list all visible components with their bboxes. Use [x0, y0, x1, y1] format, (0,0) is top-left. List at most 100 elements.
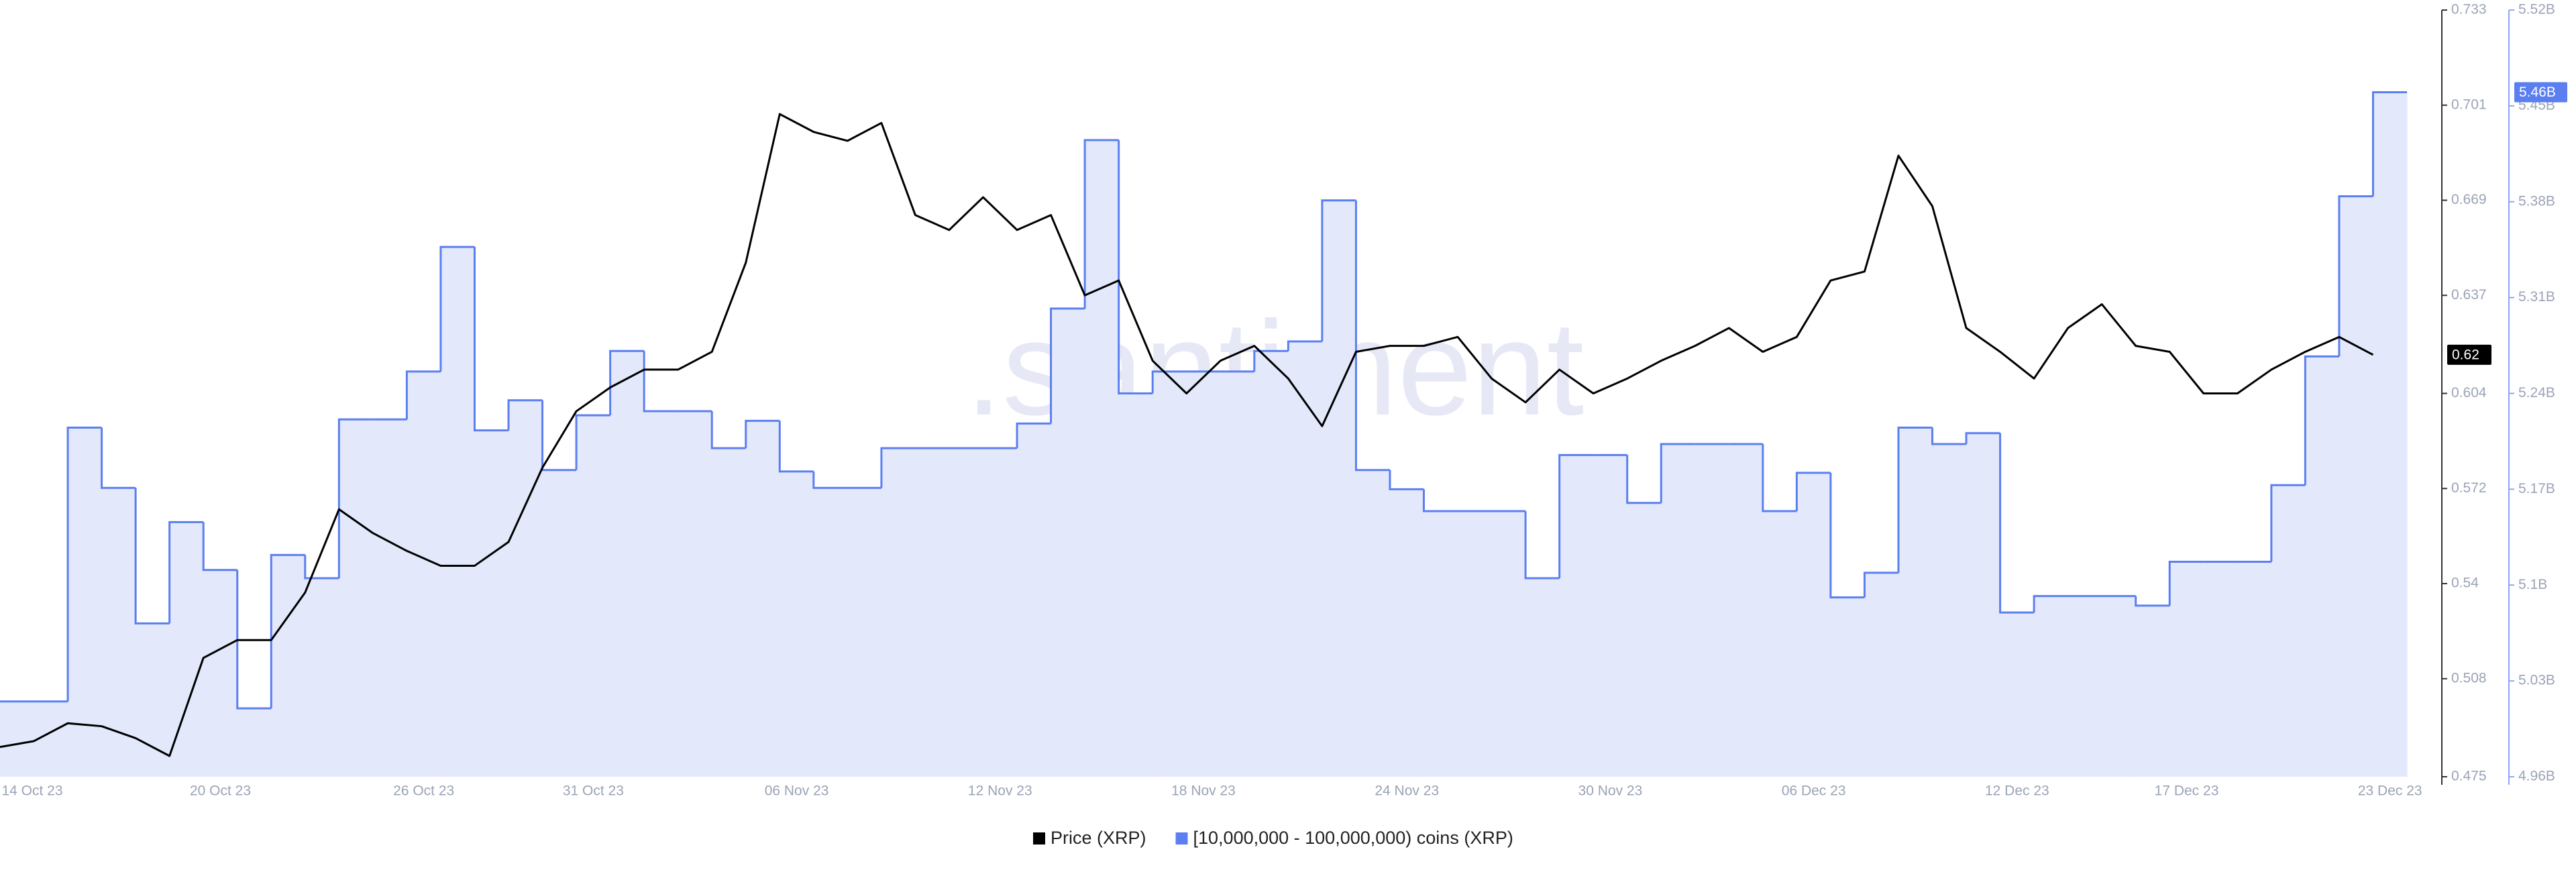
- area-step: [610, 351, 645, 777]
- area-step: [542, 470, 577, 777]
- y-tick-label: 0.637: [2451, 287, 2487, 303]
- step-line: [2135, 596, 2170, 607]
- y-tick-label: 0.733: [2451, 2, 2487, 17]
- area-step: [1118, 393, 1153, 777]
- y-tick-label: 0.572: [2451, 480, 2487, 496]
- area-step: [644, 411, 679, 777]
- area-step: [2271, 485, 2306, 777]
- legend-swatch: [1175, 832, 1188, 844]
- step-line: [1151, 370, 1187, 394]
- step-line: [236, 569, 272, 710]
- x-tick-label: 26 Oct 23: [393, 783, 454, 799]
- area-step: [203, 569, 238, 777]
- step-line: [2168, 561, 2204, 606]
- step-line: [507, 399, 543, 431]
- step-line: [1897, 427, 1933, 573]
- end-badge: 0.62: [2447, 344, 2491, 365]
- step-line: [2338, 195, 2373, 357]
- area-step: [508, 400, 543, 777]
- step-line: [1422, 489, 1458, 512]
- x-tick-label: 23 Dec 23: [2358, 783, 2422, 799]
- step-line: [1321, 199, 1356, 341]
- area-step: [576, 415, 611, 777]
- area-step: [712, 448, 747, 777]
- area-step: [1288, 341, 1323, 777]
- area-step: [915, 448, 950, 777]
- x-tick-label: 06 Nov 23: [765, 783, 829, 799]
- end-badge-label: 0.62: [2452, 347, 2479, 362]
- area-step: [440, 247, 475, 777]
- end-badge-label: 5.46B: [2519, 85, 2556, 100]
- step-line: [609, 349, 645, 416]
- legend-label: Price (XRP): [1051, 828, 1146, 848]
- area-step: [169, 522, 204, 777]
- step-line: [778, 421, 814, 473]
- area-step: [474, 430, 509, 777]
- y-tick-label: 0.508: [2451, 670, 2487, 686]
- price-line: [0, 113, 2374, 757]
- area-step: [1559, 455, 1594, 777]
- step-line: [1999, 433, 2035, 614]
- step-line: [575, 414, 610, 470]
- step-line: [1558, 453, 1594, 579]
- area-step: [745, 421, 780, 777]
- area-step: [780, 471, 814, 777]
- x-tick-label: 18 Nov 23: [1171, 783, 1236, 799]
- area-step: [1186, 371, 1221, 777]
- step-line: [304, 555, 339, 580]
- area-step: [1491, 511, 1526, 777]
- y-tick-label: 0.669: [2451, 192, 2487, 207]
- step-line: [1660, 443, 1695, 503]
- area-step: [1729, 444, 1764, 777]
- area-step: [1525, 578, 1560, 777]
- area-step: [1322, 200, 1356, 777]
- area-step: [68, 427, 103, 777]
- area-step: [881, 448, 916, 777]
- area-step: [2000, 612, 2035, 777]
- area-step: [1017, 423, 1052, 777]
- x-tick-label: 24 Nov 23: [1375, 783, 1439, 799]
- end-badge-bg: [2514, 82, 2567, 103]
- step-line: [1965, 432, 2000, 445]
- area-step: [1458, 511, 1493, 777]
- step-line: [2270, 484, 2306, 562]
- step-line: [134, 488, 170, 624]
- y-tick-label: 0.604: [2451, 385, 2487, 400]
- area-step: [1356, 470, 1391, 777]
- x-tick-label: 31 Oct 23: [563, 783, 624, 799]
- area-step: [2237, 561, 2272, 777]
- area-step: [1254, 351, 1289, 777]
- y2-tick-label: 5.52B: [2518, 2, 2555, 17]
- legend-label: [10,000,000 - 100,000,000) coins (XRP): [1193, 828, 1513, 848]
- end-badge: 5.46B: [2514, 82, 2567, 103]
- area-step: [1593, 455, 1628, 777]
- step-line: [101, 427, 136, 489]
- step-line: [2371, 91, 2407, 197]
- area-step: [2203, 561, 2238, 777]
- area-step: [2068, 596, 2102, 777]
- area-step: [2102, 596, 2137, 777]
- area-step: [1932, 444, 1967, 777]
- x-tick-label: 30 Nov 23: [1578, 783, 1643, 799]
- step-line: [1083, 139, 1119, 309]
- area-step: [1389, 489, 1424, 777]
- area-step: [983, 448, 1018, 777]
- x-tick-label: 12 Nov 23: [968, 783, 1032, 799]
- step-line: [2304, 355, 2339, 486]
- step-line: [710, 411, 746, 449]
- y2-tick-label: 5.24B: [2518, 385, 2555, 400]
- y2-tick-label: 5.1B: [2518, 577, 2547, 592]
- step-line: [405, 370, 441, 420]
- area-step: [813, 488, 848, 777]
- y-tick-label: 0.475: [2451, 769, 2487, 784]
- area-step: [1220, 371, 1255, 777]
- area-step: [1661, 444, 1696, 777]
- area-step: [949, 448, 984, 777]
- area-step: [1085, 140, 1120, 777]
- step-line: [1287, 340, 1322, 351]
- step-line: [473, 247, 509, 432]
- legend-swatch: [1033, 832, 1045, 844]
- area-step: [305, 578, 339, 777]
- y2-tick-label: 5.03B: [2518, 673, 2555, 688]
- step-line: [1354, 200, 1390, 472]
